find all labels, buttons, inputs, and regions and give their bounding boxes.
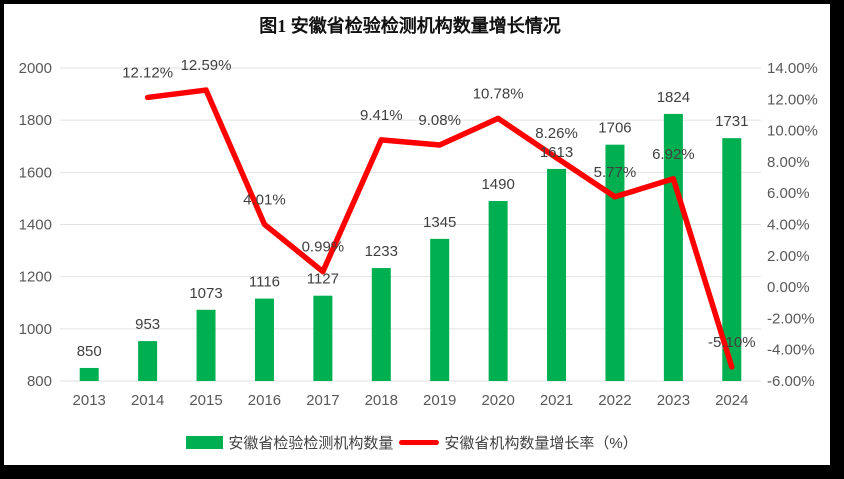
legend-line-label: 安徽省机构数量增长率（%） (444, 435, 638, 452)
right-axis-tick-label: -2.00% (767, 310, 815, 327)
line-value-label: -5.10% (708, 334, 756, 351)
bar-value-label: 1731 (715, 113, 748, 130)
legend-item-line: 安徽省机构数量增长率（%） (399, 432, 638, 453)
bar-2019 (430, 238, 450, 381)
bar-value-label: 1233 (365, 243, 398, 260)
right-axis-tick-label: -4.00% (767, 342, 815, 359)
left-axis-tick-label: 1400 (19, 217, 52, 234)
bar-2018 (371, 268, 391, 381)
bar-2021 (547, 168, 567, 381)
bar-value-label: 1706 (598, 120, 631, 137)
line-value-label: 6.92% (652, 146, 695, 163)
bar-2013 (79, 367, 99, 381)
left-axis-tick-label: 1600 (19, 164, 52, 181)
line-series-swatch-icon (399, 440, 440, 445)
x-axis-tick-label: 2020 (481, 392, 514, 409)
line-value-label: 12.59% (181, 57, 232, 74)
line-value-label: 8.26% (535, 125, 578, 142)
bar-value-label: 1613 (540, 144, 573, 161)
x-axis-tick-label: 2022 (598, 392, 631, 409)
right-axis-tick-label: 4.00% (767, 217, 810, 234)
bar-value-label: 953 (135, 316, 160, 333)
x-axis-tick-label: 2024 (715, 392, 748, 409)
legend-bar-label: 安徽省检验检测机构数量 (228, 435, 394, 452)
x-axis-tick-label: 2015 (189, 392, 222, 409)
x-axis-tick-label: 2013 (73, 392, 106, 409)
bar-value-label: 1116 (249, 274, 280, 291)
right-axis-tick-label: 8.00% (767, 154, 810, 171)
left-axis-tick-label: 1000 (19, 321, 52, 338)
line-value-label: 12.12% (122, 64, 173, 81)
right-axis-tick-label: 6.00% (767, 185, 810, 202)
x-axis-tick-label: 2017 (306, 392, 339, 409)
line-value-label: 9.08% (418, 112, 461, 129)
bar-2015 (196, 309, 216, 381)
bar-2017 (313, 295, 333, 381)
x-axis-tick-label: 2014 (131, 392, 164, 409)
bar-value-label: 1490 (481, 176, 514, 193)
right-axis-tick-label: 2.00% (767, 248, 810, 265)
left-axis-tick-label: 1200 (19, 269, 52, 286)
bar-2022 (605, 144, 625, 381)
bar-2014 (138, 341, 158, 381)
bar-2016 (254, 298, 274, 381)
right-axis-tick-label: 10.00% (767, 123, 818, 140)
legend-item-bars: 安徽省检验检测机构数量 (186, 432, 393, 453)
x-axis-tick-label: 2016 (248, 392, 281, 409)
bar-value-label: 1127 (307, 271, 339, 288)
line-value-label: 10.78% (473, 85, 524, 102)
bar-value-label: 1345 (423, 214, 456, 231)
left-axis-tick-label: 800 (27, 373, 52, 390)
bar-value-label: 1073 (189, 285, 222, 302)
left-axis-tick-label: 1800 (19, 112, 52, 129)
right-axis-tick-label: 0.00% (767, 279, 810, 296)
right-axis-tick-label: 14.00% (767, 60, 818, 77)
bar-value-label: 850 (77, 343, 102, 360)
line-value-label: 0.99% (302, 239, 345, 256)
bar-value-label: 1824 (657, 89, 690, 106)
x-axis-tick-label: 2019 (423, 392, 456, 409)
growth-rate-line (144, 87, 735, 370)
chart-title: 图1 安徽省检验检测机构数量增长情况 (259, 16, 561, 36)
line-value-label: 4.01% (243, 191, 286, 208)
bar-2020 (488, 201, 508, 381)
line-value-label: 5.77% (594, 164, 637, 181)
left-axis-tick-label: 2000 (19, 60, 52, 77)
line-value-label: 9.41% (360, 107, 403, 124)
x-axis-tick-label: 2023 (657, 392, 690, 409)
right-axis-tick-label: -6.00% (767, 373, 815, 390)
bar-2024 (722, 138, 742, 381)
x-axis-tick-label: 2021 (540, 392, 573, 409)
right-axis-tick-label: 12.00% (767, 91, 818, 108)
chart-legend: 安徽省检验检测机构数量 安徽省机构数量增长率（%） (0, 432, 824, 453)
bar-series-swatch-icon (186, 436, 224, 449)
x-axis-tick-label: 2018 (365, 392, 398, 409)
